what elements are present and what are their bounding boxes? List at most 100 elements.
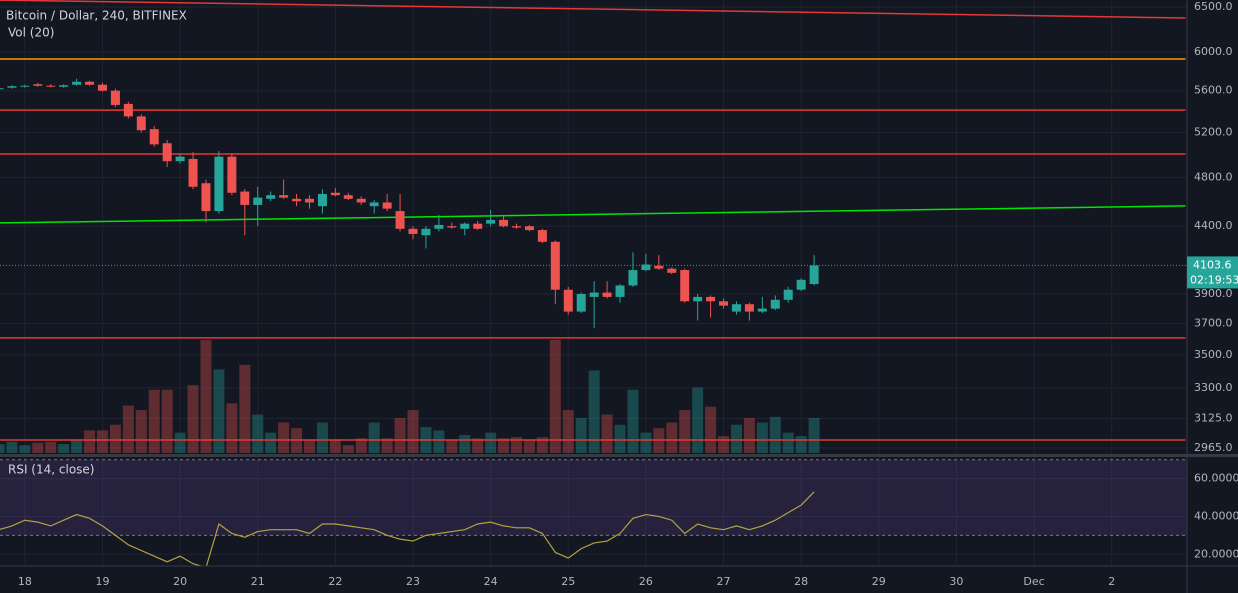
volume-bar bbox=[84, 430, 96, 453]
volume-bar bbox=[109, 424, 121, 453]
rsi-layer bbox=[0, 491, 815, 569]
candle-body bbox=[576, 294, 586, 312]
x-tick-label: 28 bbox=[794, 575, 808, 588]
candle-body bbox=[110, 90, 120, 105]
x-tick-label: Dec bbox=[1023, 575, 1044, 588]
volume-bar bbox=[511, 437, 523, 453]
candle-body bbox=[693, 296, 703, 302]
candle-body bbox=[33, 84, 43, 86]
volume-bar bbox=[795, 436, 807, 453]
candle-body bbox=[20, 85, 30, 87]
candle-body bbox=[499, 219, 509, 227]
candle-body bbox=[395, 211, 405, 229]
y-tick-label: 3900.0 bbox=[1194, 287, 1233, 300]
countdown-label: 02:19:53 bbox=[1190, 273, 1238, 286]
candle-body bbox=[628, 270, 638, 286]
volume-bar bbox=[601, 414, 613, 453]
volume-bar bbox=[588, 370, 600, 453]
candle-body bbox=[615, 285, 625, 297]
volume-bar bbox=[446, 439, 458, 453]
candle-body bbox=[85, 81, 95, 85]
volume-bar bbox=[666, 422, 678, 453]
candle-body bbox=[317, 193, 327, 207]
volume-bar bbox=[549, 340, 561, 453]
volume-bar bbox=[614, 424, 626, 453]
candle-body bbox=[706, 296, 716, 302]
x-tick-label: 18 bbox=[18, 575, 32, 588]
volume-bar bbox=[485, 432, 497, 453]
candle-body bbox=[796, 279, 806, 290]
candle-body bbox=[46, 85, 56, 87]
candle-body bbox=[188, 158, 198, 187]
x-tick-label: 19 bbox=[95, 575, 109, 588]
volume-bar bbox=[316, 422, 328, 453]
chart-title: Bitcoin / Dollar, 240, BITFINEX bbox=[6, 9, 187, 23]
y-tick-label: 3500.0 bbox=[1194, 348, 1233, 361]
candle-body bbox=[0, 88, 4, 90]
candle-body bbox=[253, 197, 263, 205]
volume-bar bbox=[472, 438, 484, 453]
volume-bar bbox=[692, 387, 704, 453]
last-price-tag bbox=[1187, 256, 1238, 289]
time-axis-bg bbox=[0, 566, 1238, 593]
last-price-label: 4103.6 bbox=[1193, 258, 1232, 271]
candle-body bbox=[201, 183, 211, 212]
volume-bar bbox=[303, 439, 315, 453]
volume-bar bbox=[6, 441, 18, 453]
candle-body bbox=[563, 289, 573, 312]
candle-body bbox=[602, 292, 612, 297]
x-tick-label: 25 bbox=[561, 575, 575, 588]
candle-body bbox=[434, 224, 444, 229]
candle-body bbox=[744, 304, 754, 312]
y-tick-label: 40.0000 bbox=[1194, 509, 1238, 522]
candle-body bbox=[343, 195, 353, 199]
x-tick-label: 29 bbox=[872, 575, 886, 588]
x-tick-label: 26 bbox=[639, 575, 653, 588]
x-tick-label: 21 bbox=[251, 575, 265, 588]
candle-body bbox=[757, 308, 767, 312]
volume-bar bbox=[459, 434, 471, 453]
y-tick-label: 5200.0 bbox=[1194, 125, 1233, 138]
candles-layer bbox=[0, 78, 819, 329]
volume-label: Vol (20) bbox=[8, 26, 54, 40]
y-tick-label: 5600.0 bbox=[1194, 84, 1233, 97]
y-tick-label: 3125.0 bbox=[1194, 412, 1233, 425]
volume-bar bbox=[562, 410, 574, 453]
x-tick-label: 24 bbox=[484, 575, 498, 588]
volume-bar bbox=[743, 417, 755, 453]
volume-bar bbox=[252, 414, 264, 453]
x-tick-label: 20 bbox=[173, 575, 187, 588]
rsi-line bbox=[0, 491, 815, 569]
candle-body bbox=[330, 192, 340, 196]
candle-body bbox=[227, 156, 237, 193]
y-tick-label: 20.0000 bbox=[1194, 547, 1238, 560]
y-tick-label: 3700.0 bbox=[1194, 317, 1233, 330]
candle-body bbox=[641, 264, 651, 271]
x-tick-label: 27 bbox=[717, 575, 731, 588]
candle-body bbox=[421, 228, 431, 236]
volume-bar bbox=[433, 430, 445, 453]
volume-bar bbox=[19, 445, 31, 453]
drawings-layer bbox=[0, 0, 1186, 441]
volume-bar bbox=[640, 432, 652, 453]
x-tick-label: 22 bbox=[328, 575, 342, 588]
candle-body bbox=[7, 86, 17, 88]
volume-bar bbox=[705, 406, 717, 453]
y-tick-label: 60.0000 bbox=[1194, 472, 1238, 485]
volume-bar bbox=[200, 340, 212, 453]
price-axis-bg bbox=[1187, 0, 1238, 593]
candle-body bbox=[214, 156, 224, 212]
x-tick-label: 23 bbox=[406, 575, 420, 588]
candle-body bbox=[59, 85, 69, 87]
volume-bar bbox=[756, 422, 768, 453]
candle-body bbox=[486, 219, 496, 224]
volume-bar bbox=[148, 389, 160, 453]
candle-body bbox=[304, 198, 314, 203]
candle-body bbox=[292, 198, 302, 202]
volume-bar bbox=[368, 422, 380, 453]
candle-body bbox=[512, 226, 522, 228]
x-tick-label: 2 bbox=[1108, 575, 1115, 588]
